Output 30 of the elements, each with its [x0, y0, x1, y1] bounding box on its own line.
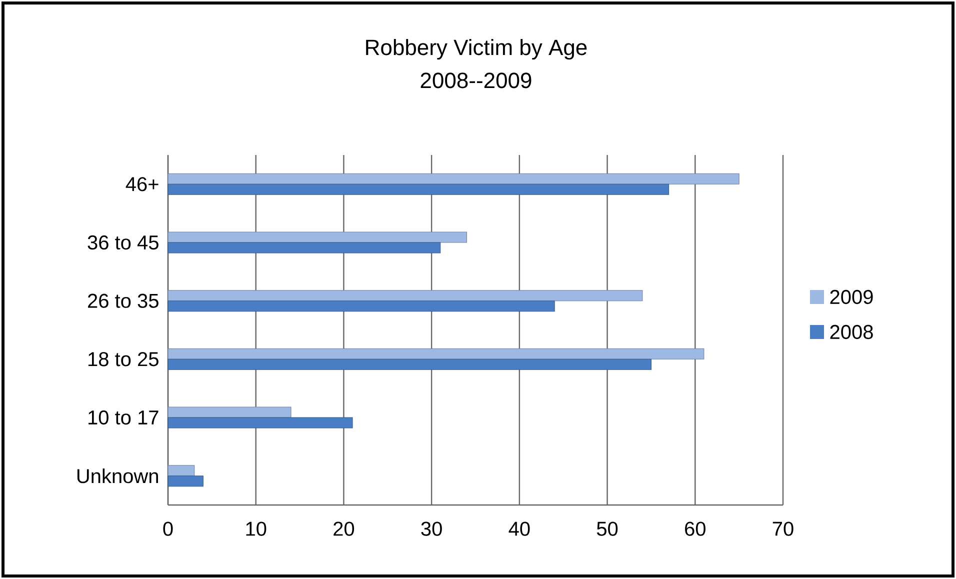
legend-label: 2008 — [830, 324, 873, 340]
x-tick-label: 50 — [596, 522, 618, 536]
bar — [168, 406, 292, 418]
x-tick-label: 60 — [685, 522, 706, 536]
bar — [168, 348, 704, 360]
x-tick-label: 0 — [163, 522, 173, 536]
bar — [168, 417, 353, 428]
chart-title: Robbery Victim by Age — [366, 39, 587, 60]
bar — [168, 476, 204, 487]
x-tick-label: 70 — [772, 522, 794, 536]
legend-label: 2009 — [830, 290, 873, 304]
chart-subtitle: 2008--2009 — [420, 72, 532, 88]
x-tick-label: 10 — [246, 522, 266, 536]
bar — [168, 358, 652, 370]
y-tick-label: 10 to 17 — [88, 410, 158, 425]
y-tick-label: 36 to 45 — [88, 235, 158, 250]
bar — [168, 300, 555, 312]
y-tick-label: 26 to 35 — [88, 294, 158, 308]
bar — [168, 184, 670, 195]
y-tick-label: 46+ — [126, 177, 158, 192]
bar — [168, 290, 643, 302]
y-tick-label: Unknown — [77, 468, 158, 484]
bar — [168, 173, 740, 184]
bar — [168, 465, 195, 476]
bar — [168, 232, 467, 243]
x-tick-label: 40 — [508, 522, 530, 536]
x-tick-label: 30 — [421, 522, 442, 536]
x-tick-label: 20 — [334, 522, 354, 536]
y-tick-label: 18 to 25 — [88, 352, 158, 366]
bar — [168, 242, 441, 254]
